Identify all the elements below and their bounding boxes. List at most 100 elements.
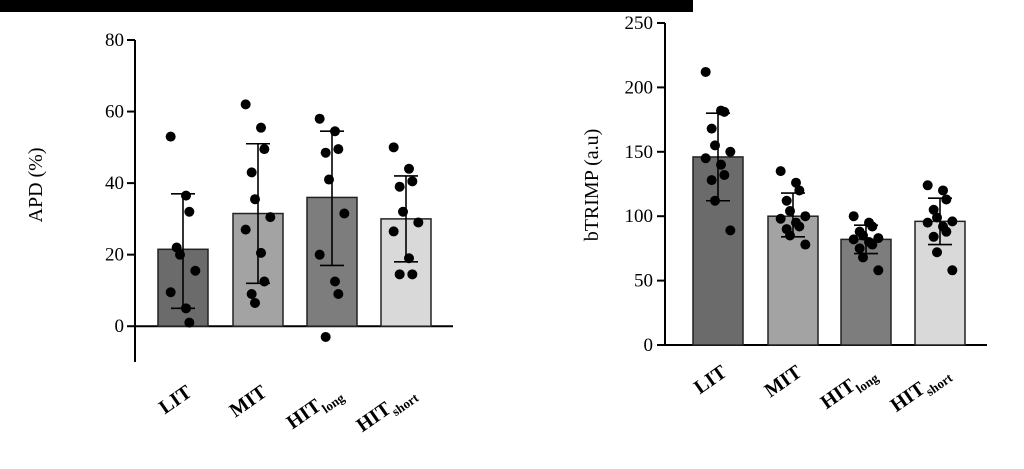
data-point [256,122,266,133]
category-label-main: MIT [225,381,271,422]
data-point [932,212,942,223]
data-point [922,217,933,228]
data-point [175,249,185,260]
data-point [873,233,884,244]
data-point [719,169,730,180]
chart-btrimp: 0 50 100 150 200 250 bTRIMP (a.u) LIT MIT HITlong… [581,13,987,420]
data-point [700,153,711,164]
data-point [800,211,811,222]
category-label-main: LIT [155,381,196,419]
category-label: MIT [225,381,271,422]
category-label-main: LIT [690,361,731,399]
data-point [181,303,191,314]
category-label: LIT [155,381,196,419]
y-axis-title: APD (%) [25,148,47,223]
y-tick-label: 20 [105,245,124,266]
data-point [250,194,260,205]
y-tick-label: 60 [105,102,124,123]
data-point [941,194,952,205]
data-point [848,234,859,245]
data-point [873,265,884,276]
data-point [404,163,414,174]
data-point [333,289,344,300]
data-point [246,289,257,300]
data-point [240,99,251,110]
data-point [324,174,334,185]
data-point [710,195,720,206]
category-label: HITlong [817,361,882,417]
data-point [333,144,344,155]
data-point [240,224,251,235]
data-point [398,206,408,217]
top-black-band [0,0,693,12]
data-point [710,140,720,151]
data-point [928,231,939,242]
category-label: MIT [760,361,806,402]
data-point [190,265,201,276]
data-point [794,185,805,196]
data-point [407,269,418,280]
data-point [947,216,958,227]
data-point [785,206,795,217]
data-point [413,217,424,228]
y-tick-label: 50 [634,271,653,292]
category-label-main: MIT [760,361,806,402]
data-point [256,247,266,258]
data-point [706,175,717,186]
data-point [394,269,405,280]
data-point [947,265,958,276]
category-label: HITshort [353,381,422,440]
data-point [716,159,726,170]
data-point [314,113,325,124]
data-point [867,221,878,232]
data-point [165,287,176,298]
data-point [858,252,868,263]
data-point [250,297,260,308]
data-point [775,213,786,224]
data-point [265,212,276,223]
data-point [719,106,730,117]
y-tick-label: 150 [625,142,654,163]
category-label: HITlong [283,381,348,437]
category-label-main: HIT [817,374,860,413]
category-label-main: HIT [887,377,930,416]
data-point [725,146,736,157]
data-point [854,243,865,254]
y-tick-label: 0 [115,316,125,337]
data-point [330,276,340,287]
data-point [320,331,331,342]
y-tick-label: 100 [625,206,654,227]
data-point [781,195,792,206]
data-point [932,247,942,258]
category-label-subscript: short [389,390,422,419]
y-tick-label: 0 [644,335,654,356]
data-point [246,167,257,178]
data-point [785,230,795,241]
category-label-subscript: short [923,370,956,399]
data-point [706,123,717,134]
data-point [181,190,191,201]
data-point [330,126,340,137]
data-point [259,276,270,287]
category-label: LIT [690,361,731,399]
data-point [922,180,933,191]
data-point [848,211,859,222]
category-label-main: HIT [353,397,396,436]
data-point [938,185,948,196]
data-point [320,147,331,158]
data-point [941,226,952,237]
category-label: HITshort [887,361,956,420]
data-point [165,131,176,142]
data-point [404,253,414,264]
data-point [314,249,325,260]
y-tick-label: 40 [105,173,124,194]
y-tick-label: 80 [105,30,124,51]
data-point [388,226,399,237]
data-point [775,166,786,177]
y-tick-label: 250 [625,13,654,34]
data-point [791,177,801,188]
data-point [388,142,399,153]
data-point [259,144,270,155]
data-point [928,204,939,215]
